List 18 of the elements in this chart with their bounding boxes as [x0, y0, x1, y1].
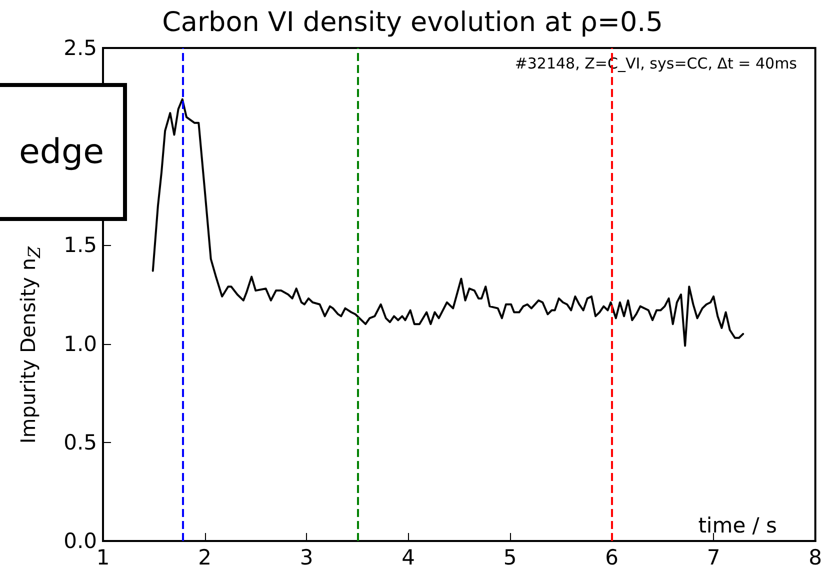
chart-title: Carbon VI density evolution at ρ=0.5 — [162, 7, 663, 38]
x-tick-label: 5 — [503, 546, 517, 570]
x-tick-label: 7 — [706, 546, 720, 570]
x-tick-label: 8 — [808, 546, 822, 570]
x-tick-label: 2 — [198, 546, 212, 570]
y-tick-label: 1.5 — [64, 233, 97, 258]
y-tick-label: 0.0 — [64, 529, 97, 553]
x-tick-label: 4 — [402, 546, 415, 570]
x-tick-label: 3 — [300, 546, 314, 570]
x-axis-title: time / s — [698, 514, 777, 538]
y-tick-label: 2.5 — [64, 36, 97, 60]
x-tick-label: 1 — [96, 546, 110, 570]
text-box: edge — [0, 83, 127, 221]
y-tick-label: 0.5 — [64, 430, 97, 454]
line-series — [152, 98, 744, 347]
x-tick-label: 6 — [605, 546, 618, 570]
annotation: #32148, Z=C_VI, sys=CC, Δt = 40ms — [514, 54, 798, 72]
y-tick-label: 1.0 — [64, 332, 97, 356]
